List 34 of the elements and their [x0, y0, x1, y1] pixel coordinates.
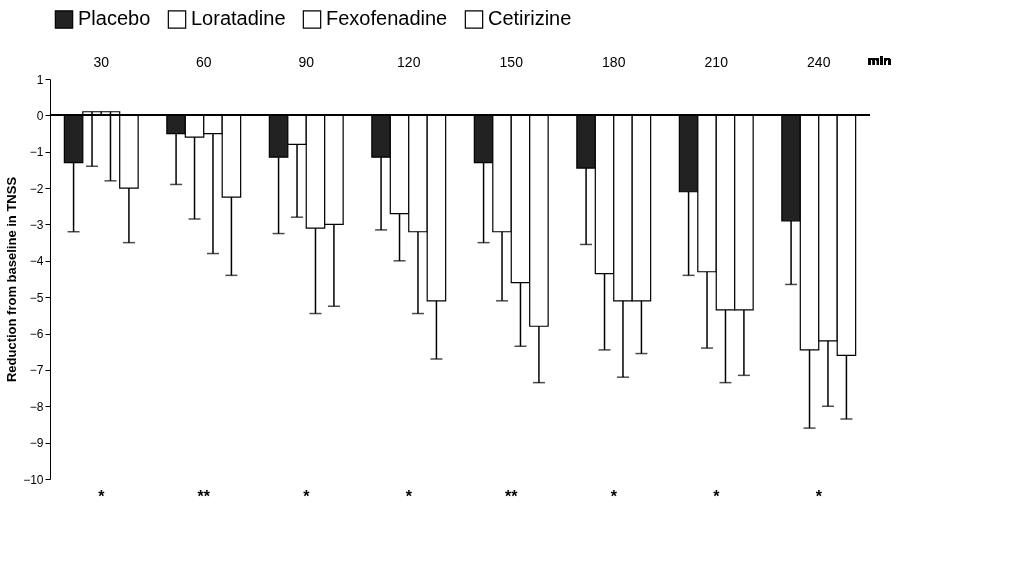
y-tick-label: −2: [29, 181, 44, 196]
x-axis-title: min: [868, 53, 892, 68]
y-tick-label: −5: [29, 290, 44, 305]
text: *: [713, 488, 721, 505]
y-tick-label: −10: [23, 472, 44, 487]
legend-label: Loratadine: [191, 7, 286, 30]
text: *: [98, 488, 106, 505]
text: *: [405, 488, 413, 505]
x-tick-label: 150: [499, 53, 524, 70]
y-tick-label: 0: [36, 108, 44, 123]
y-tick-label: −8: [29, 399, 44, 414]
text: **: [505, 488, 519, 505]
y-tick-label: −1: [29, 145, 44, 160]
text: *: [610, 488, 618, 505]
x-tick-label: 180: [602, 53, 626, 70]
x-tick-label: 90: [298, 53, 315, 70]
x-tick-label: 30: [93, 53, 110, 70]
legend-label: Fexofenadine: [326, 7, 448, 30]
text: *: [303, 488, 311, 505]
y-axis-title: Reduction from baseline in TNSS: [4, 176, 20, 383]
x-tick-label: 60: [195, 53, 212, 70]
y-tick-label: −7: [29, 363, 44, 378]
y-tick-label: −3: [29, 217, 44, 232]
y-tick-label: −9: [29, 436, 44, 451]
x-tick-label: 210: [704, 53, 729, 70]
legend-label: Cetirizine: [488, 7, 572, 30]
y-tick-label: −4: [29, 254, 44, 269]
x-tick-label: 120: [397, 53, 421, 70]
y-tick-label: 1: [36, 72, 44, 87]
x-tick-label: 240: [807, 53, 831, 70]
y-tick-label: −6: [29, 327, 44, 342]
text: **: [197, 488, 211, 505]
text: *: [815, 488, 823, 505]
legend-label: Placebo: [78, 7, 151, 30]
